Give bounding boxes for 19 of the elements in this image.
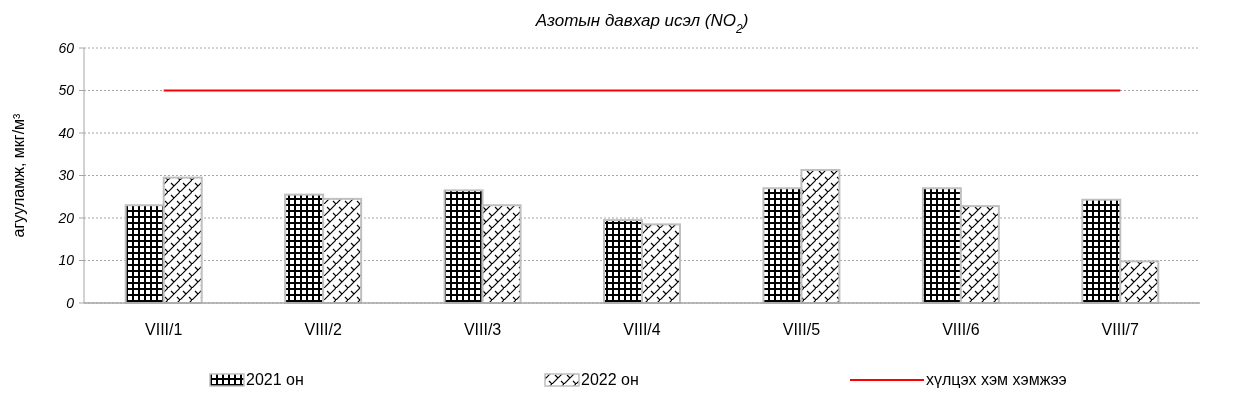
y-tick-label: 30 — [58, 167, 75, 184]
x-tick-label: VIII/1 — [145, 321, 183, 338]
y-tick-label: 20 — [57, 209, 75, 226]
legend-label: 2022 он — [581, 371, 639, 388]
y-axis-title: агууламж, мкг/м³ — [10, 112, 27, 238]
x-tick-label: VIII/4 — [623, 321, 661, 338]
legend-label: 2021 он — [246, 371, 304, 388]
x-tick-label: VIII/3 — [463, 321, 502, 338]
x-tick-label: VIII/5 — [782, 321, 821, 338]
y-tick-label: 0 — [66, 294, 75, 311]
x-tick-label: VIII/2 — [304, 321, 342, 338]
x-tick-label: VIII/6 — [942, 321, 980, 338]
chart-title: Азотын давхар исэл (NO$_{2}$) — [534, 11, 749, 36]
x-tick-label: VIII/7 — [1101, 321, 1140, 338]
y-tick-label: 10 — [58, 252, 75, 269]
y-tick-label: 60 — [58, 39, 75, 56]
y-tick-label: 50 — [58, 82, 75, 99]
y-tick-label: 40 — [58, 124, 75, 141]
legend-label: хүлцэх хэм хэмжээ — [926, 371, 1067, 388]
